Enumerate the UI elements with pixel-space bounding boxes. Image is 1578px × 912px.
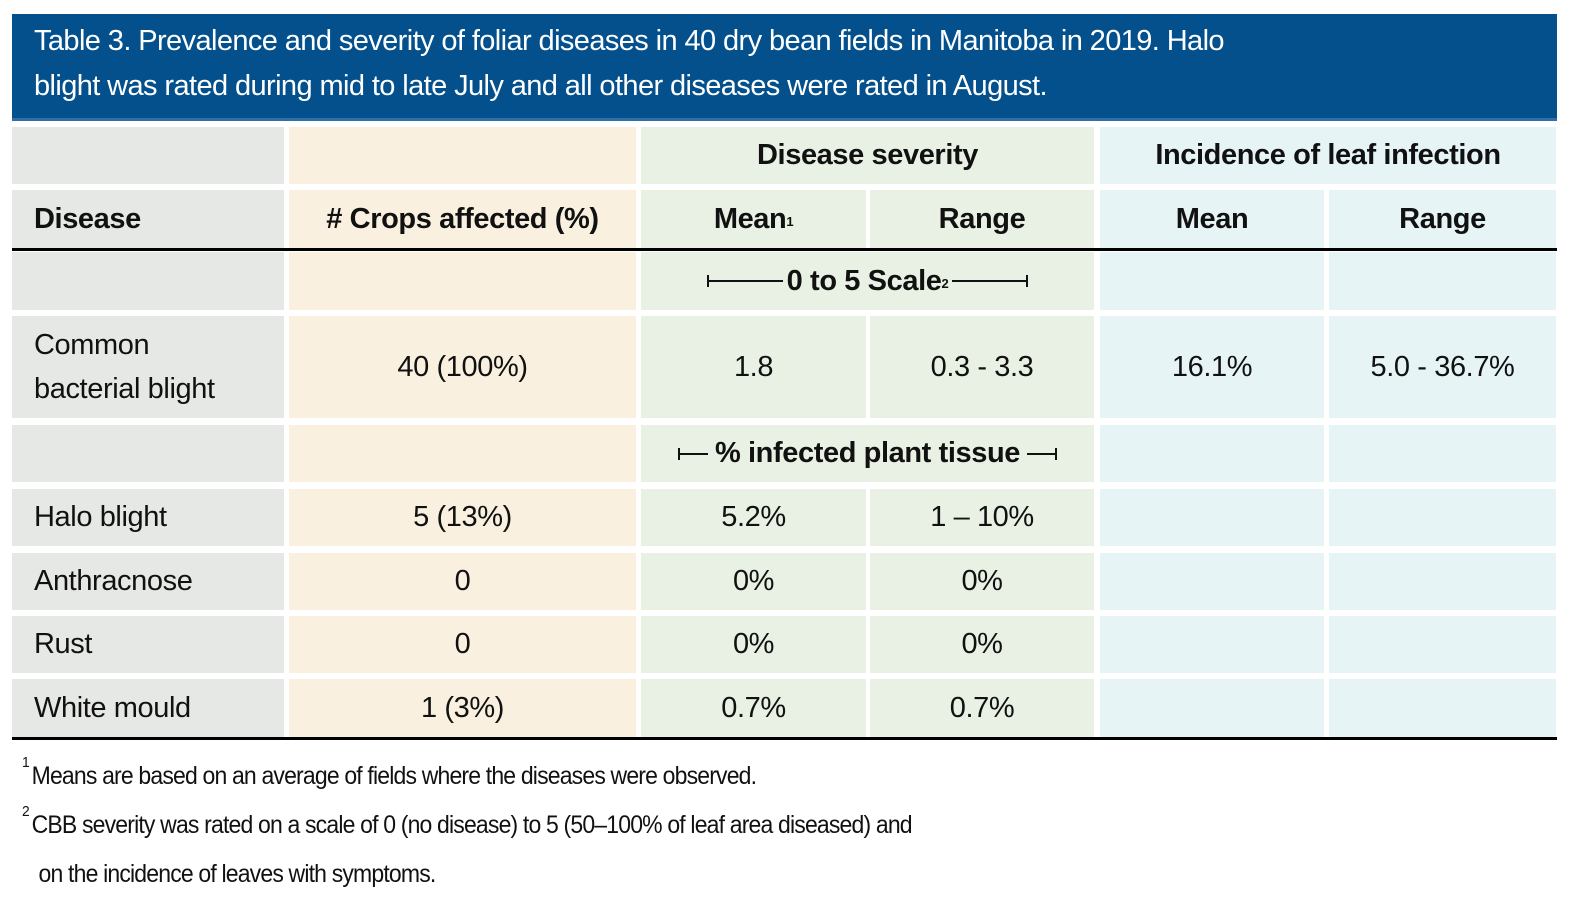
row-anthracnose-crops: 0 — [289, 553, 636, 610]
header-crops-affected: # Crops affected (%) — [289, 190, 636, 249]
row-white-mould-crops: 1 (3%) — [289, 679, 636, 737]
row-rust-inc-mean — [1100, 616, 1324, 673]
scale-row-empty-disease — [12, 252, 284, 310]
pct-row-empty-inc-mean — [1100, 425, 1324, 482]
row-anthracnose-disease: Anthracnose — [12, 553, 284, 610]
range-arrow-right-icon — [952, 275, 1029, 287]
footnote-2-mark: 2 — [22, 803, 30, 820]
row-cbb-disease: Common bacterial blight — [12, 316, 284, 418]
row-rust-disease: Rust — [12, 616, 284, 673]
header-disease: Disease — [12, 190, 284, 249]
row-white-mould-sev-mean: 0.7% — [641, 679, 866, 737]
pct-row-empty-crops — [289, 425, 636, 482]
row-white-mould-sev-range: 0.7% — [870, 679, 1094, 737]
footnote-2-continued: on the incidence of leaves with symptoms… — [22, 850, 912, 899]
footnote-ref-2: 2 — [941, 275, 949, 291]
row-rust-crops: 0 — [289, 616, 636, 673]
row-cbb-sev-range: 0.3 - 3.3 — [870, 316, 1094, 418]
header-incidence-mean: Mean — [1100, 190, 1324, 249]
row-halo-disease: Halo blight — [12, 489, 284, 546]
footnote-ref-1: 1 — [786, 214, 794, 229]
footnote-1-mark: 1 — [22, 754, 30, 771]
pct-tissue-text: % infected plant tissue — [714, 437, 1021, 469]
header-rule — [12, 248, 1557, 251]
header-empty-crops — [289, 127, 636, 184]
header-severity-range: Range — [870, 190, 1094, 249]
row-cbb-sev-mean: 1.8 — [641, 316, 866, 418]
table-title: Table 3. Prevalence and severity of foli… — [12, 14, 1557, 121]
scale-0-5-label: 0 to 5 Scale 2 — [706, 264, 1029, 298]
footnote-2: 2 CBB severity was rated on a scale of 0 … — [22, 801, 913, 850]
pct-row-empty-disease — [12, 425, 284, 482]
header-incidence-range: Range — [1329, 190, 1556, 249]
scale-row-empty-inc-mean — [1100, 252, 1324, 310]
pct-row-empty-inc-range — [1329, 425, 1556, 482]
header-empty-disease — [12, 127, 284, 184]
row-white-mould-inc-mean — [1100, 679, 1324, 737]
range-arrow-right-icon — [1027, 447, 1058, 460]
row-halo-sev-range: 1 – 10% — [870, 489, 1094, 546]
header-severity-mean: Mean 1 — [641, 190, 866, 249]
row-anthracnose-sev-mean: 0% — [641, 553, 866, 610]
row-halo-sev-mean: 5.2% — [641, 489, 866, 546]
bottom-rule — [12, 737, 1557, 740]
range-arrow-left-icon — [677, 447, 708, 460]
row-anthracnose-inc-range — [1329, 553, 1556, 610]
row-rust-inc-range — [1329, 616, 1556, 673]
row-cbb-crops: 40 (100%) — [289, 316, 636, 418]
scale-row-0-5: 0 to 5 Scale 2 — [641, 252, 1094, 310]
range-arrow-left-icon — [706, 275, 783, 287]
row-cbb-inc-range: 5.0 - 36.7% — [1329, 316, 1556, 418]
footnotes: 1 Means are based on an average of fields… — [22, 752, 913, 899]
row-cbb-inc-mean: 16.1% — [1100, 316, 1324, 418]
footnote-2-text-line-1: CBB severity was rated on a scale of 0 (… — [31, 811, 913, 839]
footnote-2-text-line-2: on the incidence of leaves with symptoms… — [38, 860, 437, 888]
table-title-line-1: Table 3. Prevalence and severity of foli… — [34, 25, 1225, 57]
row-halo-inc-range — [1329, 489, 1556, 546]
row-halo-inc-mean — [1100, 489, 1324, 546]
row-rust-sev-mean: 0% — [641, 616, 866, 673]
row-white-mould-inc-range — [1329, 679, 1556, 737]
scale-row-empty-inc-range — [1329, 252, 1556, 310]
table-title-line-2: blight was rated during mid to late July… — [34, 70, 1048, 102]
footnote-1-text: Means are based on an average of fields … — [31, 762, 757, 790]
scale-row-pct-tissue: % infected plant tissue — [641, 425, 1094, 482]
row-halo-crops: 5 (13%) — [289, 489, 636, 546]
scale-0-5-text: 0 to 5 Scale — [786, 264, 942, 297]
header-severity-mean-label: Mean — [713, 203, 787, 235]
header-group-severity: Disease severity — [641, 127, 1094, 184]
scale-row-empty-crops — [289, 252, 636, 310]
row-white-mould-disease: White mould — [12, 679, 284, 737]
header-group-incidence: Incidence of leaf infection — [1100, 127, 1556, 184]
row-rust-sev-range: 0% — [870, 616, 1094, 673]
row-anthracnose-inc-mean — [1100, 553, 1324, 610]
row-anthracnose-sev-range: 0% — [870, 553, 1094, 610]
row-cbb-disease-line-2: bacterial blight — [34, 373, 215, 405]
row-cbb-disease-line-1: Common — [34, 329, 150, 361]
pct-tissue-label: % infected plant tissue — [677, 437, 1058, 470]
footnote-1: 1 Means are based on an average of fields… — [22, 752, 912, 801]
